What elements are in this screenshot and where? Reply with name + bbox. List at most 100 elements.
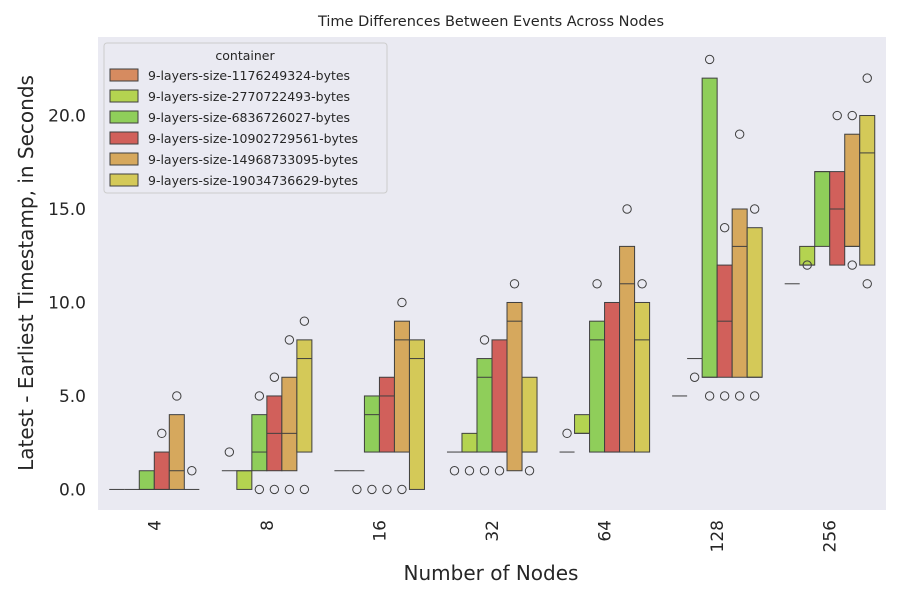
- legend-frame: [103, 42, 388, 194]
- legend-label: 9-layers-size-10902729561-bytes: [148, 131, 358, 146]
- box: [859, 115, 876, 266]
- outlier-point: [592, 279, 602, 289]
- box-group: [461, 432, 478, 476]
- chart-title: Time Differences Between Events Across N…: [317, 14, 664, 30]
- box-group: [574, 414, 591, 434]
- box-group: [814, 171, 831, 247]
- box: [363, 395, 380, 453]
- outlier-point: [749, 391, 760, 401]
- box: [844, 133, 861, 247]
- outlier-point: [479, 335, 490, 345]
- box-group: [559, 428, 575, 453]
- outlier-point: [224, 447, 235, 457]
- box: [393, 320, 410, 453]
- box-group: [859, 73, 876, 289]
- box: [701, 77, 718, 378]
- box: [829, 171, 846, 266]
- box-group: [266, 372, 283, 495]
- outlier-point: [157, 428, 167, 439]
- legend-item: 9-layers-size-19034736629-bytes: [109, 173, 358, 188]
- y-tick-label: 5.0: [59, 387, 86, 407]
- outlier-point: [847, 110, 857, 121]
- legend-label: 9-layers-size-14968733095-bytes: [148, 152, 358, 167]
- box-group: [349, 470, 365, 495]
- outlier-point: [704, 54, 715, 65]
- box: [251, 414, 268, 472]
- outlier-point: [284, 484, 295, 495]
- outlier-point: [862, 73, 872, 83]
- outlier-point: [637, 279, 647, 289]
- outlier-point: [449, 466, 460, 476]
- box: [604, 301, 621, 453]
- box: [236, 470, 253, 490]
- outlier-point: [254, 391, 265, 401]
- box: [619, 245, 636, 453]
- boxes-layer: [109, 54, 876, 495]
- legend-label: 9-layers-size-2770722493-bytes: [148, 89, 350, 104]
- box: [746, 227, 763, 378]
- outlier-point: [269, 372, 280, 382]
- x-tick-label: 64: [596, 520, 616, 542]
- outlier-point: [524, 466, 535, 476]
- box: [491, 339, 508, 453]
- box-group: [521, 376, 538, 476]
- box: [296, 339, 313, 453]
- legend-title: container: [215, 48, 275, 63]
- y-tick-label: 10.0: [48, 293, 86, 313]
- legend-items: 9-layers-size-1176249324-bytes 9-layers-s…: [109, 68, 358, 188]
- box: [153, 451, 170, 490]
- box-group: [506, 279, 523, 472]
- outlier-point: [689, 372, 700, 382]
- box-group: [844, 110, 861, 270]
- outlier-point: [494, 466, 505, 476]
- outlier-point: [749, 204, 760, 214]
- outlier-point: [172, 391, 182, 401]
- outlier-point: [284, 335, 295, 345]
- box-group: [236, 470, 253, 490]
- box-group: [138, 470, 155, 490]
- y-tick-label: 20.0: [48, 107, 86, 127]
- legend-item: 9-layers-size-10902729561-bytes: [109, 131, 358, 146]
- legend-swatch: [109, 110, 139, 124]
- outlier-point: [847, 260, 857, 270]
- legend-item: 9-layers-size-6836726027-bytes: [109, 110, 350, 125]
- x-ticks: 4 8 16 32 64 128 256: [145, 520, 840, 552]
- box-group: [799, 245, 816, 270]
- legend-item: 9-layers-size-2770722493-bytes: [109, 89, 350, 104]
- outlier-point: [397, 297, 407, 308]
- x-tick-label: 8: [258, 520, 278, 531]
- box: [506, 301, 523, 472]
- y-tick-label: 15.0: [48, 200, 86, 220]
- box-group: [687, 358, 703, 382]
- box: [138, 470, 155, 490]
- outlier-point: [719, 391, 730, 401]
- box-group: [446, 451, 462, 476]
- outlier-point: [479, 466, 490, 476]
- box: [378, 376, 395, 453]
- outlier-point: [802, 260, 812, 270]
- outlier-point: [397, 484, 407, 495]
- x-tick-label: 4: [145, 520, 165, 531]
- box-group: [701, 54, 718, 401]
- outlier-point: [352, 484, 362, 495]
- outlier-point: [299, 316, 310, 326]
- legend-label: 9-layers-size-1176249324-bytes: [148, 68, 350, 83]
- outlier-point: [719, 222, 730, 233]
- box-group: [634, 279, 651, 453]
- outlier-point: [562, 428, 572, 439]
- x-tick-label: 32: [483, 520, 503, 542]
- box: [408, 339, 425, 490]
- box: [521, 376, 538, 453]
- outlier-point: [862, 279, 872, 289]
- outlier-point: [734, 391, 745, 401]
- box: [281, 376, 298, 472]
- box-group: [296, 316, 313, 495]
- legend-item: 9-layers-size-14968733095-bytes: [109, 152, 358, 167]
- box-group: [221, 447, 237, 472]
- box-group: [393, 297, 410, 495]
- outlier-point: [382, 484, 392, 495]
- legend-swatch: [109, 173, 139, 187]
- outlier-point: [367, 484, 377, 495]
